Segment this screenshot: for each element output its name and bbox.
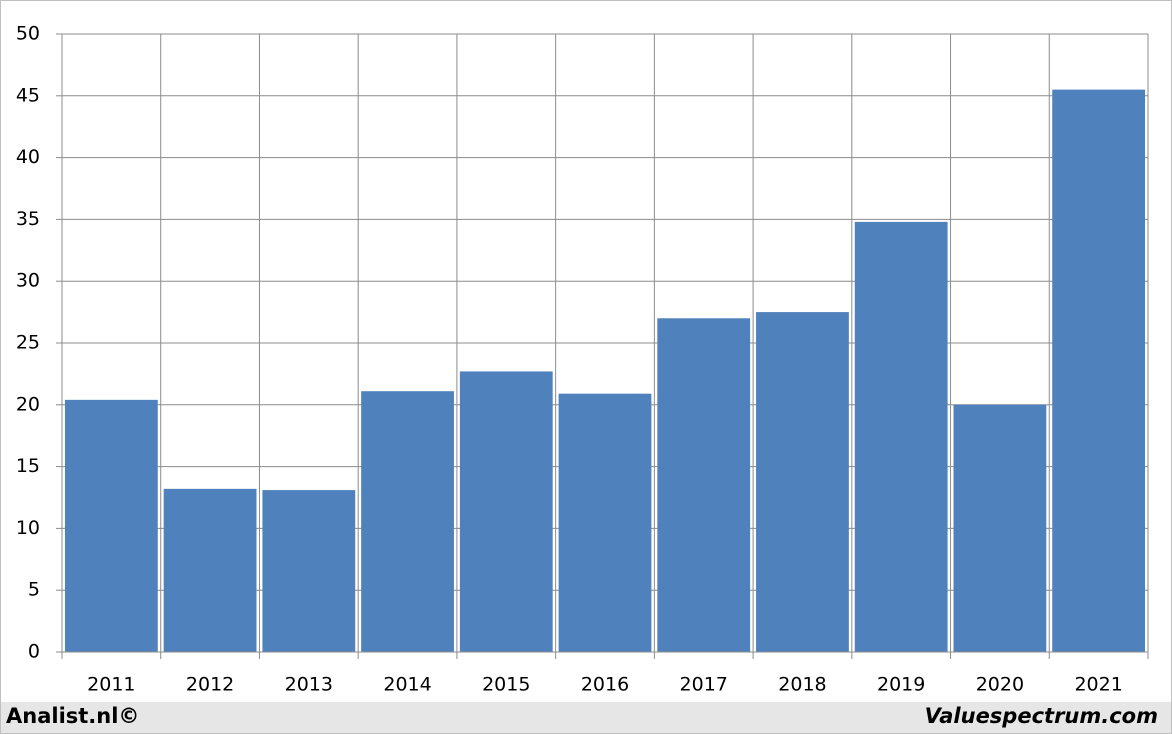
- x-tick-label: 2019: [877, 674, 925, 696]
- x-tick-label: 2020: [976, 674, 1024, 696]
- y-tick-label: 25: [16, 332, 40, 354]
- y-tick-label: 45: [16, 84, 40, 106]
- y-tick-label: 0: [28, 641, 40, 663]
- x-tick-label: 2011: [87, 674, 135, 696]
- x-tick-label: 2012: [186, 674, 234, 696]
- y-tick-label: 10: [16, 517, 40, 539]
- bar: [262, 490, 356, 652]
- bar: [558, 393, 652, 652]
- x-tick-label: 2015: [482, 674, 530, 696]
- credit-right: Valuespectrum.com: [925, 704, 1158, 728]
- y-tick-label: 50: [16, 23, 40, 45]
- bar: [64, 399, 158, 652]
- y-tick-label: 30: [16, 270, 40, 292]
- footer: [1, 702, 1171, 733]
- y-tick-label: 35: [16, 208, 40, 230]
- x-tick-label: 2014: [383, 674, 431, 696]
- bar: [953, 404, 1047, 652]
- y-tick-label: 15: [16, 455, 40, 477]
- bar: [854, 221, 948, 652]
- bar: [459, 371, 553, 652]
- x-tick-label: 2017: [680, 674, 728, 696]
- y-tick-label: 40: [16, 146, 40, 168]
- bar: [1052, 89, 1146, 653]
- bar: [361, 391, 454, 652]
- credit-left: Analist.nl©: [6, 704, 139, 728]
- bar: [657, 318, 751, 652]
- y-tick-label: 20: [16, 393, 40, 415]
- bar: [163, 488, 257, 652]
- bar: [756, 312, 849, 652]
- x-tick-label: 2021: [1074, 674, 1122, 696]
- x-tick-label: 2016: [581, 674, 629, 696]
- x-tick-label: 2018: [778, 674, 826, 696]
- y-tick-label: 5: [28, 579, 40, 601]
- x-tick-label: 2013: [285, 674, 333, 696]
